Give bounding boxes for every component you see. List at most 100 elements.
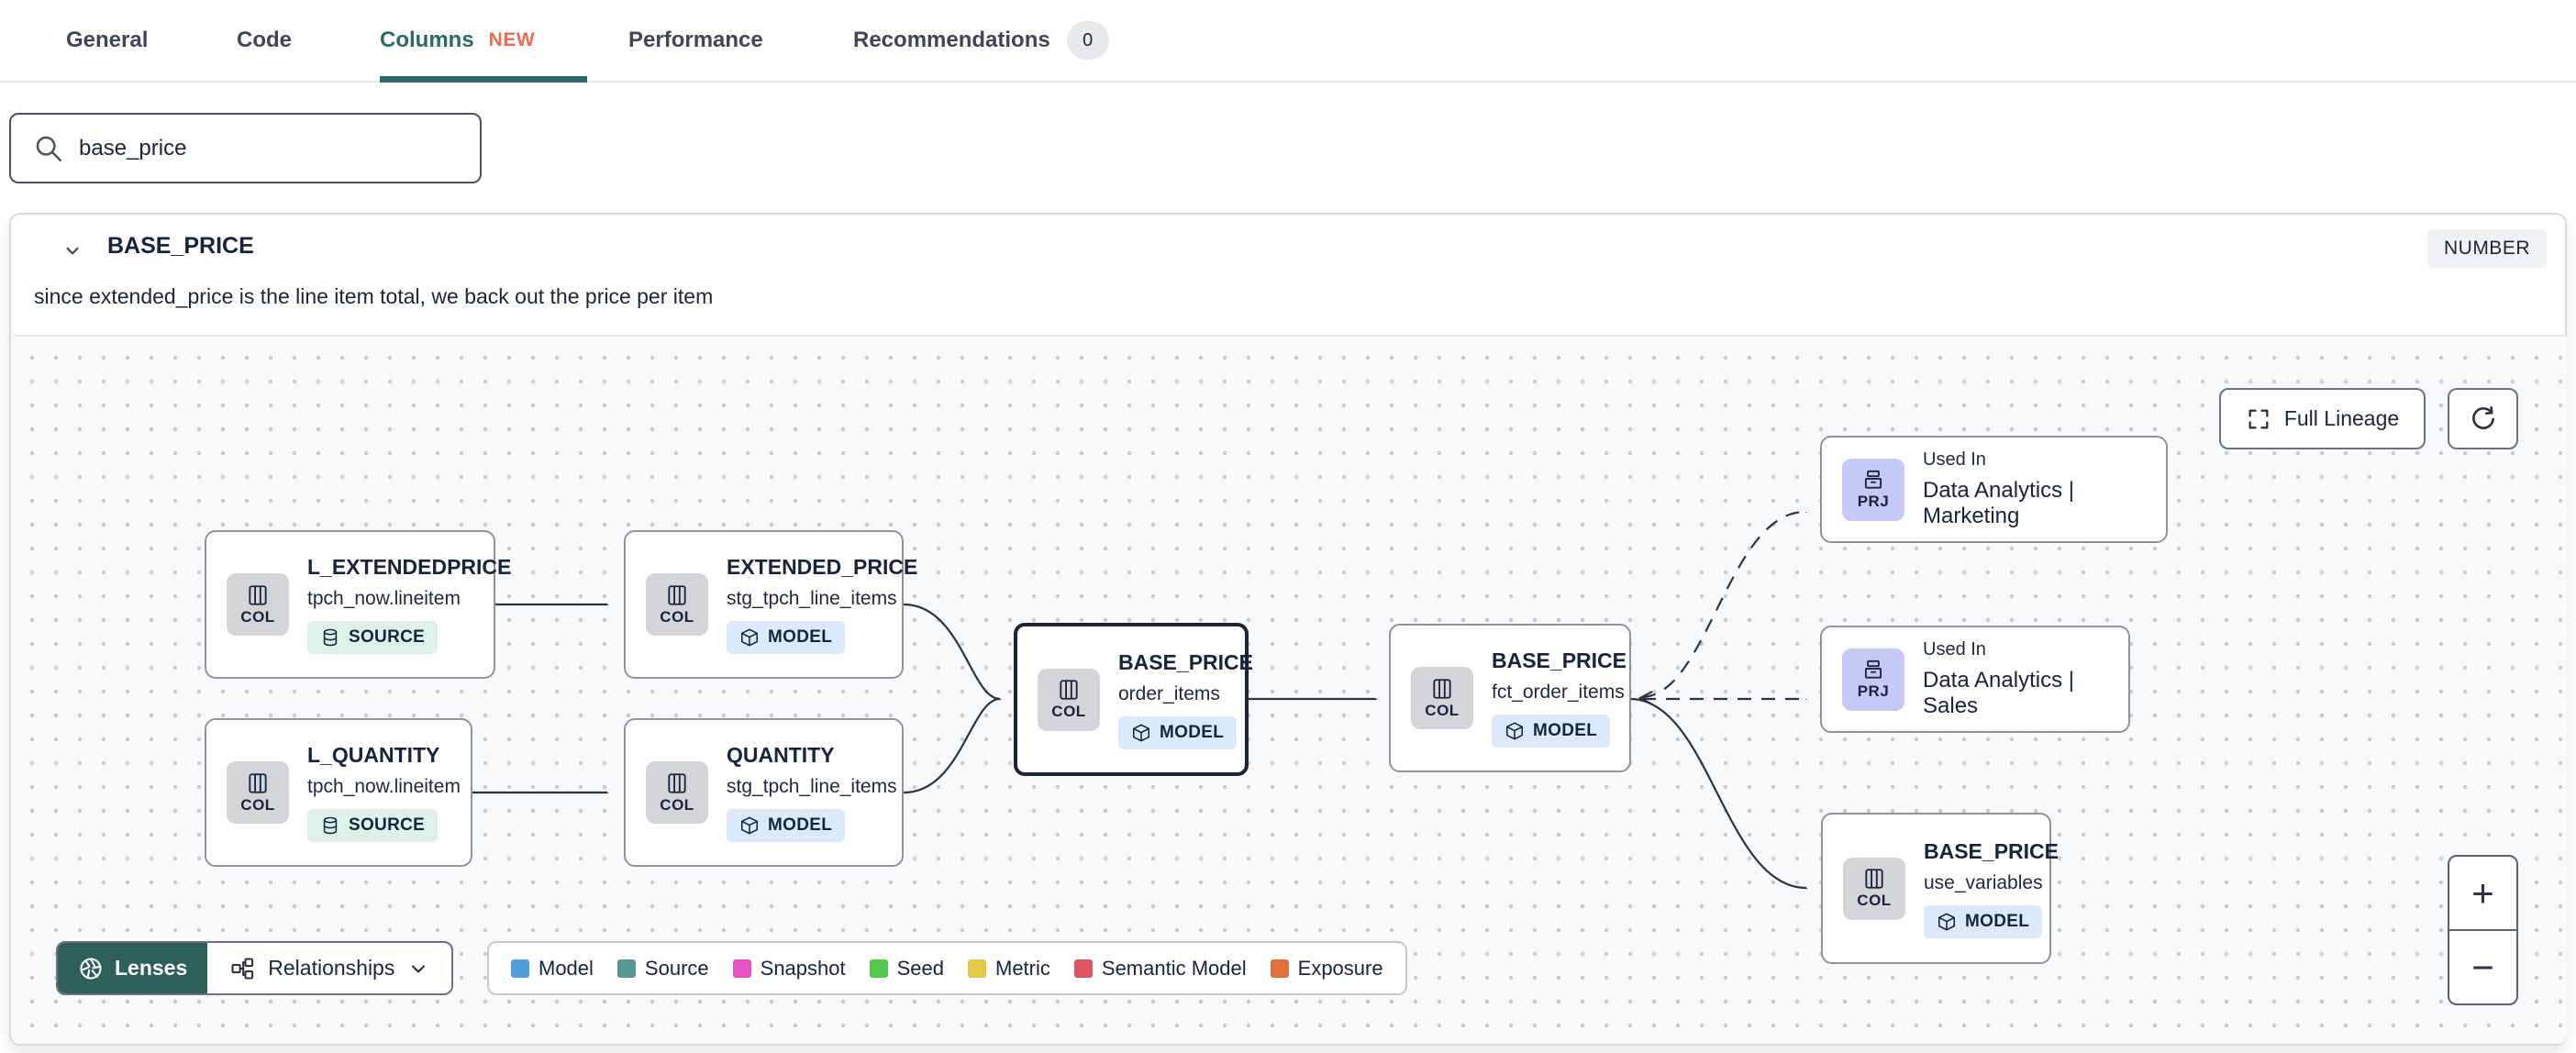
source-type-badge: SOURCE [307,621,439,654]
column-description: since extended_price is the line item to… [34,284,714,308]
lineage-canvas[interactable] [13,335,2567,1044]
zoom-controls: + − [2448,855,2518,1005]
col-badge: COL [1411,667,1473,729]
cube-icon [740,816,759,835]
columns-icon [668,772,686,793]
legend-swatch [869,959,888,978]
legend: Model Source Snapshot Seed Metric Semant… [487,941,1407,995]
columns-icon [668,584,686,605]
legend-swatch [1270,959,1289,978]
model-type-badge: MODEL [1118,715,1238,749]
model-type-badge: MODEL [1492,715,1611,748]
prj-badge: PRJ [1842,458,1904,521]
column-type-badge: NUMBER [2426,229,2547,268]
zoom-in-button[interactable]: + [2449,857,2516,931]
col-badge: COL [1843,857,1905,920]
column-search[interactable] [9,113,482,183]
node-subtitle: tpch_now.lineitem [307,588,461,609]
lineage-node-base-price-use-variables[interactable]: COL BASE_PRICE use_variables MODEL [1821,813,2059,964]
expand-icon [2248,409,2269,428]
cube-icon [1938,913,1956,930]
columns-icon [1060,680,1078,700]
legend-item-model: Model [511,957,594,981]
column-panel-header: BASE_PRICE NUMBER since extended_price i… [11,215,2565,308]
usage-node-sales[interactable]: PRJ Used In Data Analytics | Sales [1820,626,2130,733]
project-icon [1864,470,1882,489]
tab-columns[interactable]: Columns NEW [380,28,536,52]
legend-item-semantic-model: Semantic Model [1073,957,1247,981]
refresh-button[interactable] [2448,388,2518,449]
source-type-badge: SOURCE [307,809,439,842]
usage-title: Used In [1923,449,1986,470]
node-subtitle: use_variables [1924,871,2043,893]
node-title: L_QUANTITY [307,743,440,767]
col-badge: COL [646,573,708,636]
columns-icon [1865,869,1883,889]
lineage-node-base-price-fct-order-items[interactable]: COL BASE_PRICE fct_order_items MODEL [1389,624,1631,772]
col-badge: COL [227,573,289,636]
col-badge: COL [1038,668,1100,731]
prj-badge: PRJ [1842,648,1904,711]
search-input[interactable] [79,135,427,161]
full-lineage-button[interactable]: Full Lineage [2219,388,2426,449]
tab-code[interactable]: Code [237,28,292,52]
columns-icon [249,584,267,605]
relationships-dropdown[interactable]: Relationships [207,943,451,993]
collapse-chevron-icon[interactable] [57,235,88,266]
model-type-badge: MODEL [727,621,846,654]
tab-general[interactable]: General [66,28,149,52]
usage-project-name: Data Analytics | Sales [1923,668,2074,718]
recommendations-count-badge: 0 [1066,21,1109,60]
cube-icon [1132,724,1150,741]
legend-item-metric: Metric [968,957,1050,981]
node-title: BASE_PRICE [1118,649,1253,674]
lineage-node-base-price-order-items[interactable]: COL BASE_PRICE order_items MODEL [1014,623,1253,776]
legend-item-snapshot: Snapshot [732,957,846,981]
legend-item-exposure: Exposure [1270,957,1383,981]
node-subtitle: order_items [1118,682,1220,704]
column-panel: BASE_PRICE NUMBER since extended_price i… [9,213,2567,1046]
node-title: L_EXTENDEDPRICE [307,555,512,579]
lenses-button[interactable]: Lenses [58,943,208,993]
cube-icon [1505,722,1524,740]
database-icon [323,816,338,835]
col-badge: COL [646,761,708,824]
project-icon [1864,660,1882,679]
columns-icon [1433,678,1451,699]
usage-project-name: Data Analytics | Marketing [1923,478,2074,528]
columns-icon [249,772,267,793]
column-name: BASE_PRICE [107,233,254,259]
col-badge: COL [227,761,289,824]
lineage-node-l-quantity[interactable]: COL L_QUANTITY tpch_now.lineitem SOURCE [205,718,472,867]
model-type-badge: MODEL [1924,904,2043,938]
tab-recommendations[interactable]: Recommendations 0 [853,0,1109,81]
search-icon [36,136,62,161]
node-title: BASE_PRICE [1924,838,2059,863]
lineage-node-extended-price[interactable]: COL EXTENDED_PRICE stg_tpch_line_items M… [624,530,917,679]
lenses-toolbar: Lenses Relationships [56,941,454,995]
node-title: BASE_PRICE [1492,648,1627,672]
node-subtitle: stg_tpch_line_items [727,588,897,609]
legend-swatch [732,959,751,978]
aperture-icon [80,957,102,980]
legend-item-source: Source [616,957,709,981]
usage-node-marketing[interactable]: PRJ Used In Data Analytics | Marketing [1820,436,2168,543]
active-tab-underline [380,76,587,83]
legend-swatch [1073,959,1093,978]
lineage-node-quantity[interactable]: COL QUANTITY stg_tpch_line_items MODEL [624,718,904,867]
cube-icon [740,628,759,647]
tab-performance[interactable]: Performance [628,28,763,52]
tab-bar: General Code Columns NEW Performance Rec… [0,0,2576,83]
node-title: EXTENDED_PRICE [727,555,918,579]
new-badge: NEW [488,29,536,50]
zoom-out-button[interactable]: − [2471,945,2494,989]
node-subtitle: stg_tpch_line_items [727,776,897,797]
legend-item-seed: Seed [869,957,944,981]
node-subtitle: tpch_now.lineitem [307,776,461,797]
usage-title: Used In [1923,639,1986,660]
refresh-icon [2471,405,2494,429]
legend-swatch [511,959,529,978]
lineage-node-l-extendedprice[interactable]: COL L_EXTENDEDPRICE tpch_now.lineitem SO… [205,530,511,679]
legend-swatch [616,959,636,978]
